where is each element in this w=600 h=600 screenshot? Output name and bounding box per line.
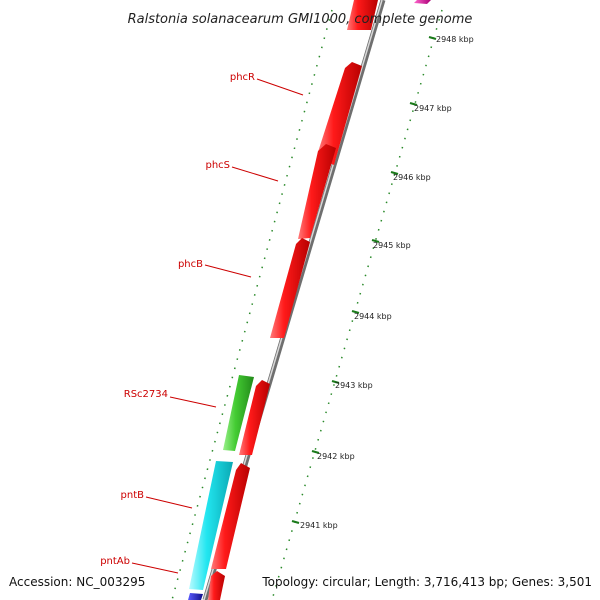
forward-genes [208, 0, 378, 600]
label-leaders [131, 78, 304, 574]
gene-rsc2734[interactable] [223, 375, 254, 451]
kbp-label: 2946 kbp [393, 173, 431, 182]
accession-text: Accession: NC_003295 [9, 575, 145, 589]
gene-label-pntB[interactable]: pntB [121, 490, 145, 501]
outer-guide-ring [171, 9, 333, 600]
gene-blue-cds[interactable] [188, 593, 203, 600]
gene-pntB-red[interactable] [211, 463, 250, 569]
gene-pntB[interactable] [189, 461, 233, 590]
kbp-label: 2947 kbp [414, 104, 452, 113]
gene-phcR-arrow[interactable] [318, 62, 362, 165]
kbp-labels: 2948 kbp 2947 kbp 2946 kbp 2945 kbp 2944… [300, 35, 474, 530]
kbp-label: 2942 kbp [317, 452, 355, 461]
gene-label-pntAb[interactable]: pntAb [100, 556, 130, 567]
kbp-label: 2943 kbp [335, 381, 373, 390]
gene-label-phcB[interactable]: phcB [178, 259, 203, 270]
gene-label-phcS[interactable]: phcS [205, 160, 230, 171]
gene-rsc2734-red[interactable] [239, 380, 270, 455]
kbp-label: 2945 kbp [373, 241, 411, 250]
gene-label-rsc2734[interactable]: RSc2734 [124, 389, 168, 400]
gene-phcS[interactable] [298, 144, 336, 239]
genome-summary-text: Topology: circular; Length: 3,716,413 bp… [261, 575, 592, 589]
gene-magenta-cds[interactable] [414, 0, 431, 4]
gene-label-phcR[interactable]: phcR [230, 72, 255, 83]
inner-guide-ring [271, 9, 443, 600]
gene-phcR[interactable] [347, 0, 378, 30]
kbp-label: 2948 kbp [436, 35, 474, 44]
map-title: Ralstonia solanacearum GMI1000, complete… [128, 12, 473, 27]
major-ticks [291, 35, 437, 525]
kbp-label: 2944 kbp [354, 312, 392, 321]
gene-phcB[interactable] [270, 238, 310, 338]
gene-pntAb-red[interactable] [208, 571, 225, 600]
gene-labels: phcR phcS phcB RSc2734 pntB pntAb [100, 72, 255, 567]
kbp-label: 2941 kbp [300, 521, 338, 530]
